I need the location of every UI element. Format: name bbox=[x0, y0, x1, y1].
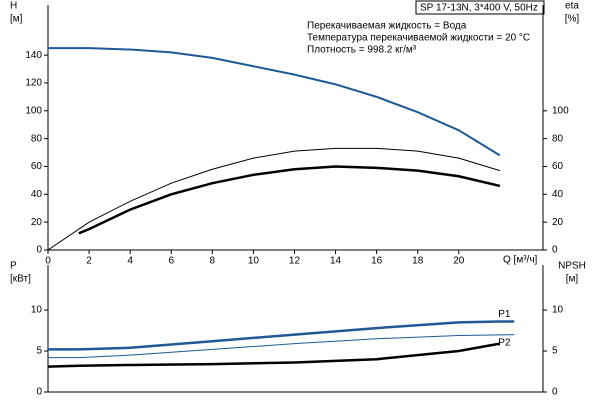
series-line bbox=[48, 320, 515, 351]
y2-tick-label: 20 bbox=[552, 217, 564, 228]
y-tick-label: 140 bbox=[25, 50, 42, 61]
x-tick-label: 14 bbox=[330, 256, 342, 267]
y-axis-label: [кВт] bbox=[10, 274, 31, 285]
annotation: Температура перекачиваемой жидкости = 20… bbox=[307, 33, 530, 44]
x-tick-label: 16 bbox=[371, 256, 383, 267]
x-tick-label: 6 bbox=[168, 256, 174, 267]
series-line bbox=[78, 165, 501, 235]
y2-tick-label: 100 bbox=[552, 105, 569, 116]
series-label: P2 bbox=[498, 337, 511, 348]
y2-axis-label: [м] bbox=[566, 274, 579, 285]
series-label: P1 bbox=[498, 309, 511, 320]
chart-title: SP 17-13N, 3*400 V, 50Hz bbox=[420, 3, 538, 14]
y2-axis-label: NPSH bbox=[558, 261, 586, 272]
y-axis-label: [м] bbox=[10, 14, 23, 25]
x-tick-label: 4 bbox=[127, 256, 133, 267]
y-tick-label: 80 bbox=[31, 133, 43, 144]
y2-tick-label: 10 bbox=[552, 305, 564, 316]
y-tick-label: 120 bbox=[25, 78, 42, 89]
x-axis-label: Q [м³/ч] bbox=[503, 255, 538, 266]
series-line bbox=[48, 47, 501, 157]
y-axis-label: H bbox=[10, 1, 17, 12]
x-tick-label: 12 bbox=[289, 256, 301, 267]
y-tick-label: 5 bbox=[36, 346, 42, 357]
annotation: Перекачиваемая жидкость = Вода bbox=[307, 21, 467, 32]
y-tick-label: 20 bbox=[31, 217, 43, 228]
x-tick-label: 0 bbox=[45, 256, 51, 267]
y2-tick-label: 5 bbox=[552, 346, 558, 357]
title-box bbox=[415, 0, 545, 15]
series-line bbox=[47, 147, 501, 251]
y-tick-label: 60 bbox=[31, 161, 43, 172]
x-tick-label: 2 bbox=[86, 256, 92, 267]
y-tick-label: 10 bbox=[31, 305, 43, 316]
x-tick-label: 10 bbox=[248, 256, 260, 267]
y2-tick-label: 60 bbox=[552, 161, 564, 172]
series-line bbox=[48, 334, 515, 359]
y2-tick-label: 40 bbox=[552, 189, 564, 200]
y-axis-label: P bbox=[10, 261, 17, 272]
y-tick-label: 100 bbox=[25, 105, 42, 116]
x-tick-label: 18 bbox=[412, 256, 424, 267]
y2-tick-label: 80 bbox=[552, 133, 564, 144]
y-tick-label: 0 bbox=[36, 245, 42, 256]
y2-axis-label: eta bbox=[565, 1, 579, 12]
y2-axis-label: [%] bbox=[565, 14, 580, 25]
y2-tick-label: 0 bbox=[552, 387, 558, 398]
y-tick-label: 40 bbox=[31, 189, 43, 200]
y-tick-label: 0 bbox=[36, 387, 42, 398]
x-tick-label: 8 bbox=[210, 256, 216, 267]
annotation: Плотность = 998.2 кг/м³ bbox=[307, 45, 417, 56]
y2-tick-label: 0 bbox=[552, 245, 558, 256]
series-line bbox=[47, 342, 501, 368]
x-tick-label: 20 bbox=[453, 256, 465, 267]
